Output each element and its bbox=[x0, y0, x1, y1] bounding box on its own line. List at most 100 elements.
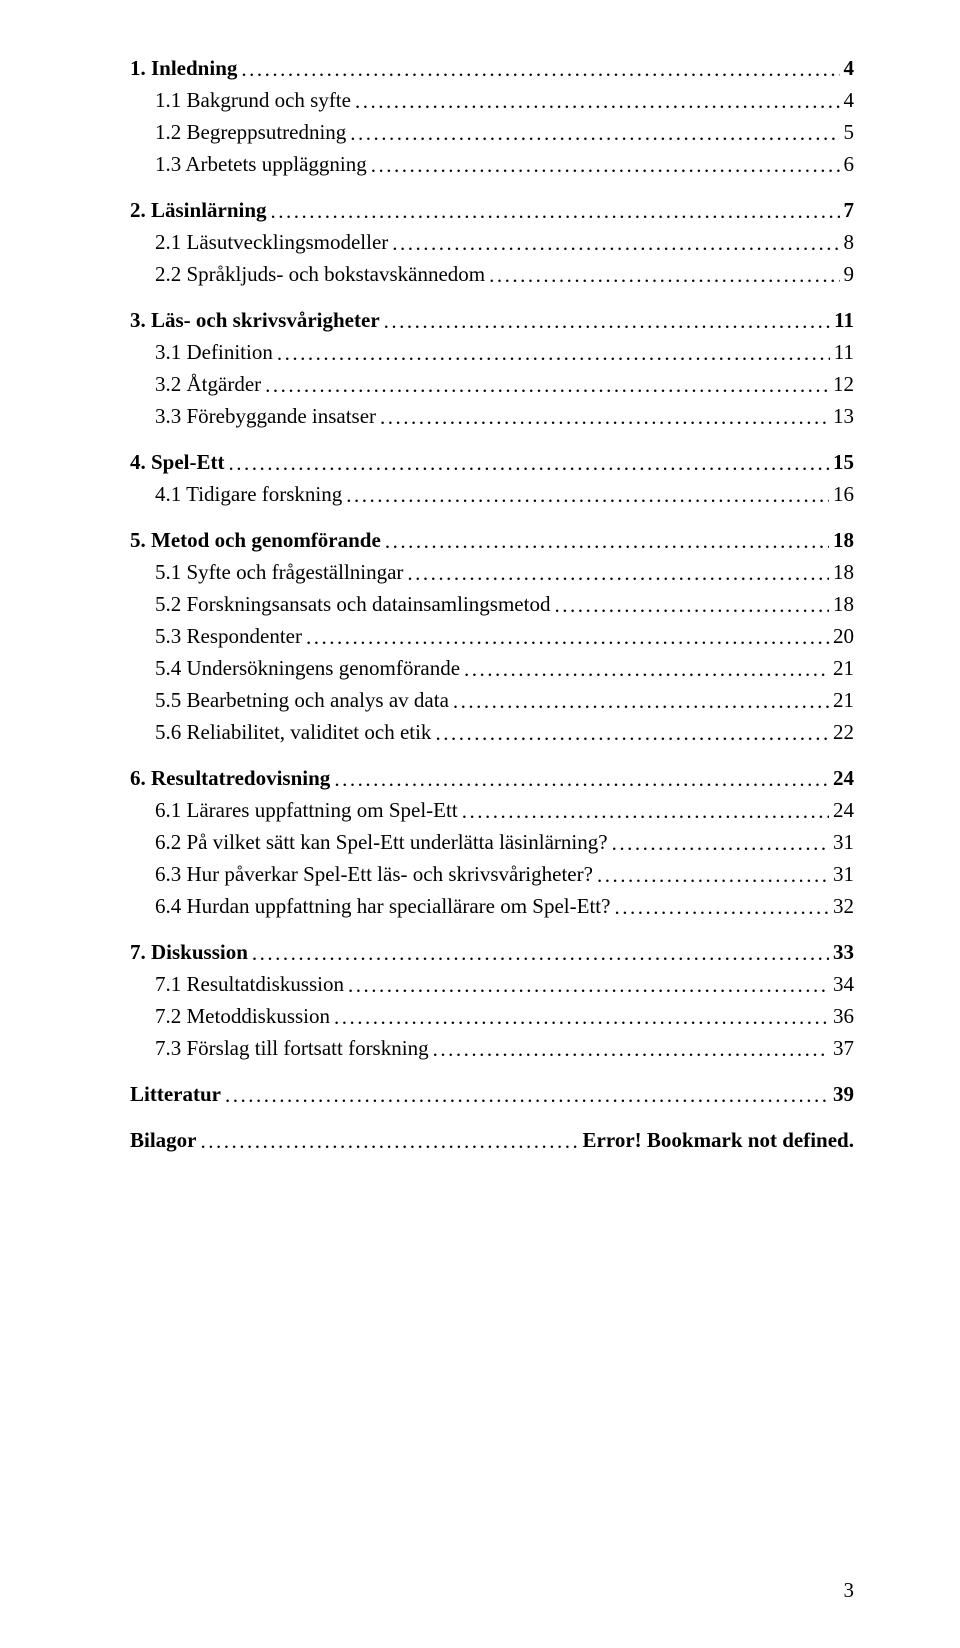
toc-leader-dots bbox=[350, 121, 839, 145]
toc-leader-dots bbox=[252, 941, 829, 965]
toc-entry-title: 2.2 Språkljuds- och bokstavskännedom bbox=[155, 262, 485, 287]
toc-entry-heading: 3. Läs- och skrivsvårigheter 11 bbox=[130, 308, 854, 333]
toc-entry-title: 7.3 Förslag till fortsatt forskning bbox=[155, 1036, 429, 1061]
toc-leader-dots bbox=[265, 373, 829, 397]
toc-entry-page: 20 bbox=[833, 624, 854, 649]
toc-entry-page: 9 bbox=[844, 262, 855, 287]
toc-entry-sub: 5.3 Respondenter 20 bbox=[155, 624, 854, 649]
toc-entry-sub: 1.3 Arbetets uppläggning 6 bbox=[155, 152, 854, 177]
toc-leader-dots bbox=[380, 405, 829, 429]
toc-entry-page: 4 bbox=[844, 88, 855, 113]
toc-entry-page: 31 bbox=[833, 830, 854, 855]
toc-leader-dots bbox=[612, 831, 829, 855]
toc-leader-dots bbox=[385, 529, 829, 553]
toc-entry-sub: 3.1 Definition 11 bbox=[155, 340, 854, 365]
toc-entry-title: 2.1 Läsutvecklingsmodeller bbox=[155, 230, 388, 255]
toc-entry-title: 6.3 Hur påverkar Spel-Ett läs- och skriv… bbox=[155, 862, 593, 887]
toc-entry-title: 4.1 Tidigare forskning bbox=[155, 482, 342, 507]
toc-leader-dots bbox=[355, 89, 840, 113]
toc-entry-title: 5.1 Syfte och frågeställningar bbox=[155, 560, 403, 585]
toc-entry-sub: 6.2 På vilket sätt kan Spel-Ett underlät… bbox=[155, 830, 854, 855]
toc-leader-dots bbox=[407, 561, 829, 585]
toc-leader-dots bbox=[225, 1083, 829, 1107]
toc-leader-dots bbox=[241, 57, 839, 81]
toc-entry-title: 3.2 Åtgärder bbox=[155, 372, 261, 397]
toc-entry-page: 21 bbox=[833, 656, 854, 681]
toc-entry-sub: 5.4 Undersökningens genomförande 21 bbox=[155, 656, 854, 681]
toc-entry-title: 5.5 Bearbetning och analys av data bbox=[155, 688, 449, 713]
toc-entry-title: 5.4 Undersökningens genomförande bbox=[155, 656, 460, 681]
toc-entry-page: 33 bbox=[833, 940, 854, 965]
toc-entry-title: 7. Diskussion bbox=[130, 940, 248, 965]
toc-entry-sub: 7.1 Resultatdiskussion 34 bbox=[155, 972, 854, 997]
toc-entry-sub: 5.1 Syfte och frågeställningar 18 bbox=[155, 560, 854, 585]
toc-entry-heading: 6. Resultatredovisning 24 bbox=[130, 766, 854, 791]
toc-entry-title: 7.1 Resultatdiskussion bbox=[155, 972, 344, 997]
toc-entry-page: 24 bbox=[833, 766, 854, 791]
toc-entry-sub: 6.4 Hurdan uppfattning har speciallärare… bbox=[155, 894, 854, 919]
toc-entry-title: 1.3 Arbetets uppläggning bbox=[155, 152, 367, 177]
toc-entry-sub: 4.1 Tidigare forskning 16 bbox=[155, 482, 854, 507]
toc-entry-title: Bilagor bbox=[130, 1128, 197, 1153]
toc-entry-page: 16 bbox=[833, 482, 854, 507]
toc-leader-dots bbox=[348, 973, 829, 997]
toc-entry-heading: 4. Spel-Ett 15 bbox=[130, 450, 854, 475]
toc-entry-page: 24 bbox=[833, 798, 854, 823]
toc-entry-page: 39 bbox=[833, 1082, 854, 1107]
toc-entry-sub: 7.3 Förslag till fortsatt forskning 37 bbox=[155, 1036, 854, 1061]
toc-leader-dots bbox=[433, 1037, 829, 1061]
toc-entry-title: 5.2 Forskningsansats och datainsamlingsm… bbox=[155, 592, 550, 617]
toc-entry-title: 3.3 Förebyggande insatser bbox=[155, 404, 376, 429]
toc-entry-heading: 2. Läsinlärning 7 bbox=[130, 198, 854, 223]
toc-entry-sub: 5.6 Reliabilitet, validitet och etik 22 bbox=[155, 720, 854, 745]
toc-entry-heading: 5. Metod och genomförande 18 bbox=[130, 528, 854, 553]
toc-entry-sub: 6.1 Lärares uppfattning om Spel-Ett 24 bbox=[155, 798, 854, 823]
toc-entry-title: 1.1 Bakgrund och syfte bbox=[155, 88, 351, 113]
toc-entry-page: 7 bbox=[844, 198, 855, 223]
toc-leader-dots bbox=[334, 767, 829, 791]
toc-entry-sub: 1.1 Bakgrund och syfte 4 bbox=[155, 88, 854, 113]
toc-entry-title: 2. Läsinlärning bbox=[130, 198, 267, 223]
toc-entry-title: 5. Metod och genomförande bbox=[130, 528, 381, 553]
toc-leader-dots bbox=[392, 231, 839, 255]
toc-entry-sub: 3.3 Förebyggande insatser 13 bbox=[155, 404, 854, 429]
toc-leader-dots bbox=[384, 309, 831, 333]
toc-entry-page: 6 bbox=[844, 152, 855, 177]
toc-entry-title: 3. Läs- och skrivsvårigheter bbox=[130, 308, 380, 333]
toc-entry-sub: 1.2 Begreppsutredning 5 bbox=[155, 120, 854, 145]
toc-leader-dots bbox=[229, 451, 830, 475]
toc-entry-sub: 5.5 Bearbetning och analys av data 21 bbox=[155, 688, 854, 713]
toc-entry-sub: 7.2 Metoddiskussion 36 bbox=[155, 1004, 854, 1029]
toc-leader-dots bbox=[201, 1129, 579, 1153]
toc-entry-page: 36 bbox=[833, 1004, 854, 1029]
toc-entry-title: Litteratur bbox=[130, 1082, 221, 1107]
toc-entry-title: 6. Resultatredovisning bbox=[130, 766, 330, 791]
toc-entry-title: 5.3 Respondenter bbox=[155, 624, 302, 649]
toc-entry-title: 6.4 Hurdan uppfattning har speciallärare… bbox=[155, 894, 610, 919]
toc-entry-page: 32 bbox=[833, 894, 854, 919]
toc-entry-page: 22 bbox=[833, 720, 854, 745]
toc-entry-sub: 2.1 Läsutvecklingsmodeller 8 bbox=[155, 230, 854, 255]
toc-entry-title: 1. Inledning bbox=[130, 56, 237, 81]
toc-leader-dots bbox=[554, 593, 829, 617]
toc-entry-sub: 3.2 Åtgärder 12 bbox=[155, 372, 854, 397]
toc-leader-dots bbox=[306, 625, 829, 649]
toc-entry-sub: 6.3 Hur påverkar Spel-Ett läs- och skriv… bbox=[155, 862, 854, 887]
toc-entry-page: Error! Bookmark not defined. bbox=[583, 1128, 854, 1153]
toc-entry-page: 34 bbox=[833, 972, 854, 997]
toc-entry-heading: Bilagor Error! Bookmark not defined. bbox=[130, 1128, 854, 1153]
toc-entry-page: 5 bbox=[844, 120, 855, 145]
toc-leader-dots bbox=[464, 657, 829, 681]
toc-leader-dots bbox=[346, 483, 829, 507]
toc-entry-title: 5.6 Reliabilitet, validitet och etik bbox=[155, 720, 431, 745]
page-number: 3 bbox=[844, 1578, 855, 1603]
toc-entry-page: 31 bbox=[833, 862, 854, 887]
toc-entry-page: 18 bbox=[833, 560, 854, 585]
toc-entry-title: 1.2 Begreppsutredning bbox=[155, 120, 346, 145]
toc-entry-page: 18 bbox=[833, 528, 854, 553]
toc-entry-page: 21 bbox=[833, 688, 854, 713]
table-of-contents: 1. Inledning 41.1 Bakgrund och syfte 41.… bbox=[130, 56, 854, 1153]
toc-entry-title: 6.2 På vilket sätt kan Spel-Ett underlät… bbox=[155, 830, 608, 855]
toc-entry-heading: 7. Diskussion 33 bbox=[130, 940, 854, 965]
toc-entry-title: 6.1 Lärares uppfattning om Spel-Ett bbox=[155, 798, 458, 823]
